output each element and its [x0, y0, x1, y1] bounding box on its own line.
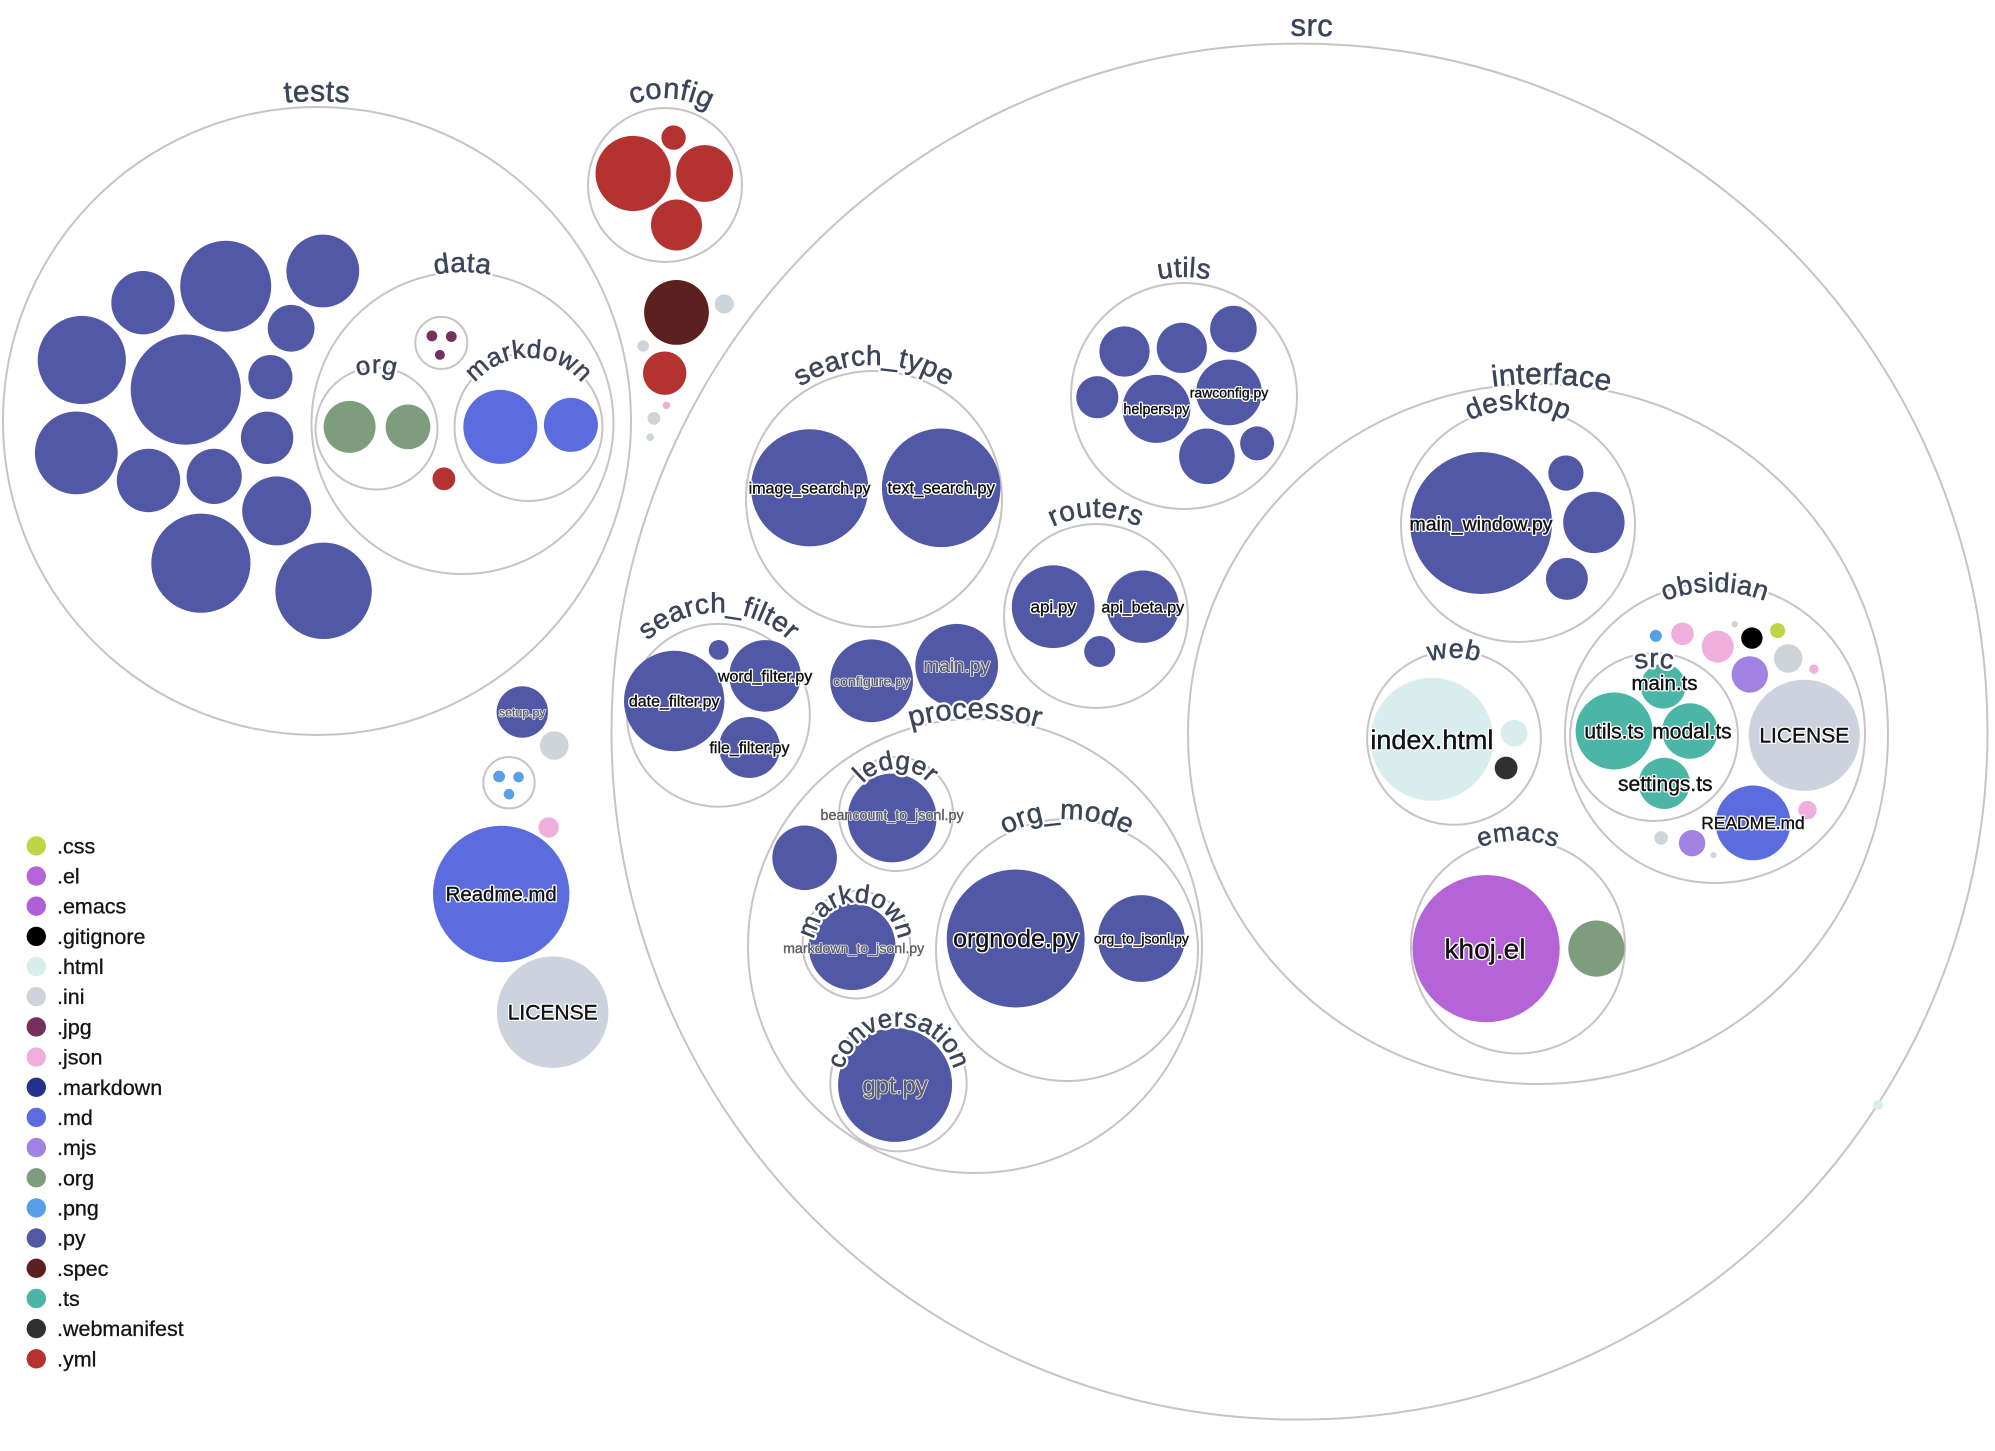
svg-text:LICENSE: LICENSE — [1759, 725, 1849, 748]
svg-text:interface: interface — [1490, 358, 1615, 398]
svg-text:rawconfig.py: rawconfig.py — [1190, 384, 1269, 400]
svg-text:word_filter.py: word_filter.py — [717, 669, 812, 686]
svg-text:main.ts: main.ts — [1631, 672, 1697, 695]
svg-text:.mjs: .mjs — [57, 1136, 96, 1160]
svg-text:data: data — [432, 247, 494, 280]
svg-text:org_to_jsonl.py: org_to_jsonl.py — [1094, 930, 1189, 946]
svg-text:.spec: .spec — [57, 1257, 109, 1281]
svg-text:setup.py: setup.py — [499, 705, 546, 719]
svg-text:beancount_to_jsonl.py: beancount_to_jsonl.py — [821, 808, 965, 824]
svg-text:.jpg: .jpg — [57, 1015, 92, 1039]
svg-text:word_filter.py: word_filter.py — [717, 669, 812, 686]
svg-text:LICENSE: LICENSE — [508, 1002, 598, 1025]
svg-text:main.py: main.py — [923, 656, 990, 677]
svg-text:Readme.md: Readme.md — [446, 884, 557, 906]
svg-text:image_search.py: image_search.py — [749, 480, 871, 497]
svg-text:beancount_to_jsonl.py: beancount_to_jsonl.py — [821, 808, 965, 824]
svg-text:src: src — [1291, 8, 1334, 44]
svg-text:rawconfig.py: rawconfig.py — [1190, 384, 1269, 400]
svg-text:markdown_to_jsonl.py: markdown_to_jsonl.py — [783, 941, 925, 957]
svg-text:gpt.py: gpt.py — [862, 1072, 927, 1099]
svg-text:.json: .json — [57, 1046, 102, 1070]
svg-text:data: data — [432, 247, 494, 280]
svg-text:settings.ts: settings.ts — [1618, 773, 1713, 796]
svg-text:.png: .png — [57, 1196, 99, 1220]
svg-text:text_search.py: text_search.py — [888, 480, 996, 498]
svg-text:text_search.py: text_search.py — [888, 480, 996, 498]
svg-text:org_to_jsonl.py: org_to_jsonl.py — [1094, 930, 1189, 946]
svg-text:file_filter.py: file_filter.py — [709, 740, 789, 757]
svg-text:src: src — [1291, 8, 1334, 44]
svg-text:utils.ts: utils.ts — [1584, 720, 1644, 743]
svg-text:Readme.md: Readme.md — [446, 884, 557, 906]
svg-text:src: src — [1632, 643, 1677, 675]
svg-text:main_window.py: main_window.py — [1409, 514, 1552, 536]
svg-text:index.html: index.html — [1370, 725, 1493, 755]
svg-text:org: org — [352, 349, 400, 382]
svg-text:date_filter.py: date_filter.py — [629, 694, 720, 711]
svg-text:.el: .el — [57, 865, 80, 889]
svg-text:LICENSE: LICENSE — [1759, 725, 1849, 748]
svg-text:README.md: README.md — [1701, 813, 1804, 833]
svg-text:file_filter.py: file_filter.py — [709, 740, 789, 757]
svg-text:image_search.py: image_search.py — [749, 480, 871, 497]
svg-text:api_beta.py: api_beta.py — [1101, 599, 1184, 616]
svg-text:settings.ts: settings.ts — [1618, 773, 1713, 796]
svg-text:markdown_to_jsonl.py: markdown_to_jsonl.py — [783, 941, 925, 957]
svg-text:setup.py: setup.py — [499, 705, 546, 719]
svg-text:api_beta.py: api_beta.py — [1101, 599, 1184, 616]
svg-text:.ini: .ini — [57, 985, 84, 1009]
svg-text:utils.ts: utils.ts — [1584, 720, 1644, 743]
svg-text:main.ts: main.ts — [1631, 672, 1697, 695]
svg-text:utils: utils — [1155, 252, 1214, 286]
svg-text:date_filter.py: date_filter.py — [629, 694, 720, 711]
svg-text:.md: .md — [57, 1106, 93, 1130]
svg-text:main_window.py: main_window.py — [1409, 514, 1552, 536]
svg-text:.gitignore: .gitignore — [57, 925, 145, 949]
svg-text:main.py: main.py — [923, 656, 990, 677]
svg-text:orgnode.py: orgnode.py — [953, 925, 1079, 953]
svg-text:web: web — [1424, 634, 1485, 668]
svg-text:khoj.el: khoj.el — [1445, 933, 1526, 964]
svg-text:khoj.el: khoj.el — [1445, 933, 1526, 964]
svg-text:org: org — [352, 349, 400, 382]
svg-text:.webmanifest: .webmanifest — [57, 1317, 184, 1341]
svg-text:utils: utils — [1155, 252, 1214, 286]
svg-text:.yml: .yml — [57, 1347, 96, 1371]
svg-text:index.html: index.html — [1370, 725, 1493, 755]
svg-text:.py: .py — [57, 1227, 86, 1251]
svg-text:modal.ts: modal.ts — [1652, 720, 1731, 743]
svg-text:.markdown: .markdown — [57, 1076, 162, 1100]
svg-text:helpers.py: helpers.py — [1123, 402, 1190, 418]
svg-text:configure.py: configure.py — [833, 674, 911, 690]
svg-text:README.md: README.md — [1701, 813, 1804, 833]
svg-text:orgnode.py: orgnode.py — [953, 925, 1079, 953]
svg-text:.ts: .ts — [57, 1287, 80, 1311]
svg-text:web: web — [1424, 634, 1485, 668]
svg-text:.emacs: .emacs — [57, 895, 126, 919]
svg-text:configure.py: configure.py — [833, 674, 911, 690]
svg-text:modal.ts: modal.ts — [1652, 720, 1731, 743]
svg-text:.org: .org — [57, 1166, 94, 1190]
svg-text:api.py: api.py — [1031, 598, 1077, 617]
svg-text:LICENSE: LICENSE — [508, 1002, 598, 1025]
svg-text:tests: tests — [282, 75, 351, 110]
svg-text:api.py: api.py — [1031, 598, 1077, 617]
svg-text:src: src — [1632, 643, 1677, 675]
svg-text:helpers.py: helpers.py — [1123, 402, 1190, 418]
svg-text:.html: .html — [57, 955, 104, 979]
svg-text:.css: .css — [57, 834, 95, 858]
svg-text:gpt.py: gpt.py — [862, 1072, 927, 1099]
